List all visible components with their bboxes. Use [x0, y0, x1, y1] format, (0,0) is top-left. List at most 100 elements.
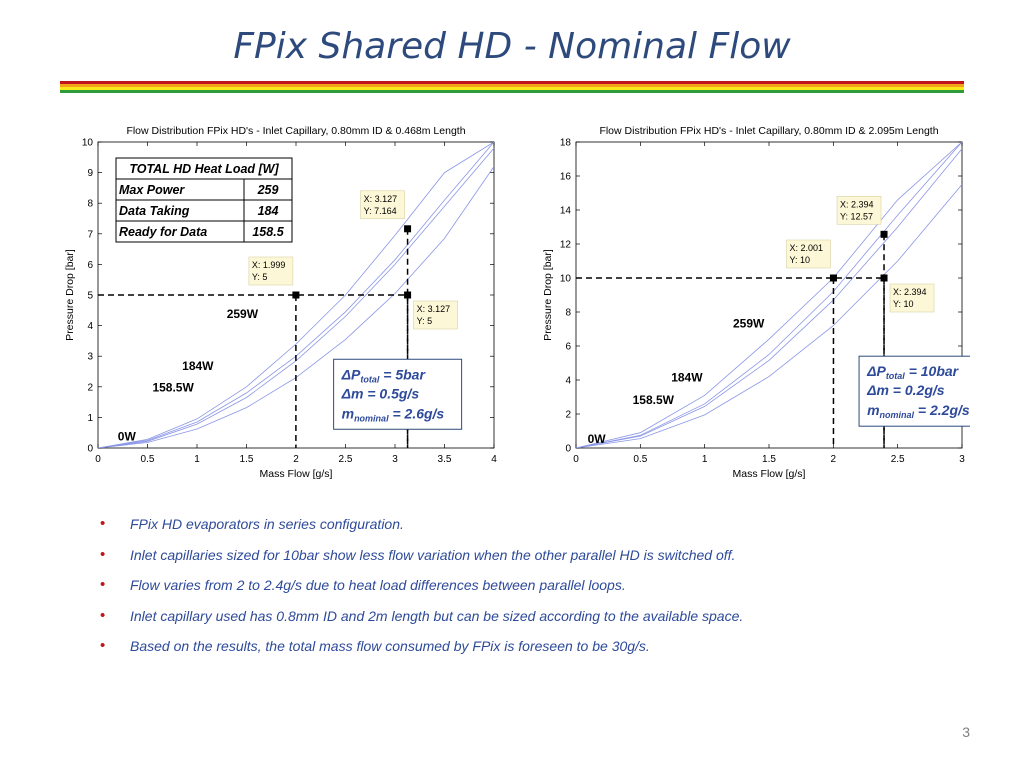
y-tick-label: 16 — [560, 172, 572, 183]
y-tick-label: 3 — [87, 352, 93, 363]
bullet-dot: • — [100, 545, 106, 563]
annotation-box — [858, 355, 970, 427]
y-tick-label: 4 — [87, 321, 93, 332]
bullet-dot: • — [100, 637, 106, 654]
x-tick-label: 2 — [293, 454, 299, 465]
heat-load-table: TOTAL HD Heat Load [W] Max Power 259 Data T… — [115, 157, 293, 243]
data-tip-box — [836, 196, 882, 225]
bullet-item: • Inlet capillaries sized for 10bar show … — [96, 545, 956, 578]
annotation-dm: Δm = 0.5g/s — [341, 385, 420, 401]
annotation-dp-symbol: ΔP — [341, 366, 361, 382]
x-tick-label: 2 — [831, 454, 837, 465]
x-tick-label: 3 — [392, 454, 398, 465]
y-tick-label: 6 — [87, 260, 93, 271]
data-tip-box — [413, 300, 458, 330]
annotation-dp-sub: total — [360, 374, 379, 384]
data-point-marker — [292, 291, 300, 299]
chart-right-2095m: Flow Distribution FPix HD's - Inlet Capi… — [542, 125, 970, 480]
bullet-dot: • — [100, 606, 106, 624]
series-label: 259W — [733, 316, 765, 330]
bullet-text: Inlet capillary used has 0.8mm ID and 2m… — [130, 607, 744, 624]
y-tick-label: 8 — [87, 199, 93, 210]
bullet-list: • FPix HD evaporators in series configura… — [96, 515, 956, 669]
stripe-yellow — [60, 87, 964, 90]
annotation-box — [333, 358, 463, 430]
data-tip-x: X: 3.127 — [417, 304, 451, 314]
y-tick-label: 0 — [87, 444, 93, 455]
y-tick-label: 4 — [565, 376, 571, 387]
annotation-dp-symbol: ΔP — [866, 363, 886, 379]
table-row-value: 259 — [257, 183, 279, 197]
table-row-label: Ready for Data — [119, 225, 207, 239]
annotation-m-sub: nominal — [354, 413, 389, 423]
x-tick-label: 3.5 — [438, 454, 452, 465]
data-tip-box — [889, 283, 935, 313]
bullet-text: Based on the results, the total mass flo… — [130, 638, 650, 654]
y-tick-label: 14 — [560, 206, 572, 217]
chart-title: Flow Distribution FPix HD's - Inlet Capi… — [126, 125, 465, 137]
data-tip-y: Y: 5 — [252, 272, 268, 282]
data-tip-x: X: 2.394 — [893, 287, 927, 297]
table-row-value: 184 — [258, 204, 279, 218]
data-tip-y: Y: 10 — [789, 255, 810, 265]
table-row-label: Max Power — [119, 183, 185, 197]
y-tick-label: 2 — [87, 382, 93, 393]
annotation-dp-value: = 10bar — [905, 363, 960, 379]
y-tick-label: 1 — [87, 413, 93, 424]
y-tick-label: 8 — [565, 308, 571, 319]
y-axis-label: Pressure Drop [bar] — [64, 249, 76, 341]
y-tick-label: 2 — [565, 410, 571, 421]
annotation-dp-value: = 5bar — [379, 366, 426, 382]
x-tick-label: 3 — [959, 454, 965, 465]
data-tip-x: X: 2.394 — [840, 199, 874, 209]
y-tick-label: 7 — [87, 229, 93, 240]
x-tick-label: 2.5 — [339, 454, 353, 465]
y-tick-label: 6 — [565, 342, 571, 353]
x-tick-label: 0.5 — [141, 454, 155, 465]
bullet-text: Flow varies from 2 to 2.4g/s due to heat… — [130, 577, 626, 593]
data-tip-x: X: 1.999 — [252, 260, 286, 270]
annotation-dp: ΔPtotal = 10bar — [866, 363, 960, 381]
annotation-dp-sub: total — [886, 371, 905, 381]
series-label: 0W — [118, 429, 137, 443]
bullet-item: • Based on the results, the total mass fl… — [96, 637, 956, 669]
bullet-text: FPix HD evaporators in series configurat… — [130, 516, 404, 532]
annotation-mnom: mnominal = 2.2g/s — [867, 402, 970, 420]
x-tick-label: 2.5 — [891, 454, 905, 465]
series-label: 158.5W — [633, 393, 675, 407]
x-tick-label: 0.5 — [633, 454, 647, 465]
x-tick-label: 0 — [573, 454, 579, 465]
series-line-0W — [576, 142, 962, 448]
series-line-0W — [98, 142, 494, 448]
x-tick-label: 1.5 — [762, 454, 776, 465]
y-tick-label: 18 — [560, 138, 572, 149]
x-tick-label: 1 — [702, 454, 708, 465]
data-point-marker — [880, 274, 888, 282]
series-label: 184W — [182, 359, 214, 373]
series-label: 259W — [227, 307, 259, 321]
data-point-marker — [404, 291, 412, 299]
annotation-mnom: mnominal = 2.6g/s — [342, 405, 445, 423]
chart-title: Flow Distribution FPix HD's - Inlet Capi… — [599, 125, 938, 137]
series-label: 0W — [588, 432, 607, 446]
bullet-item: • Inlet capillary used has 0.8mm ID and 2… — [96, 606, 956, 639]
stripe-green — [60, 90, 964, 93]
x-tick-label: 0 — [95, 454, 101, 465]
table-header: TOTAL HD Heat Load [W] — [129, 162, 279, 176]
series-line-259W — [576, 184, 962, 448]
data-point-marker — [404, 225, 412, 233]
data-tip-x: X: 3.127 — [364, 194, 398, 204]
x-tick-label: 1 — [194, 454, 200, 465]
data-tip-y: Y: 12.57 — [840, 211, 873, 221]
annotation-m-symbol: m — [342, 405, 354, 421]
data-tip-box — [786, 239, 831, 269]
slide-title: FPix Shared HD - Nominal Flow — [233, 26, 791, 67]
series-label: 158.5W — [152, 380, 194, 394]
bullet-item: • Flow varies from 2 to 2.4g/s due to hea… — [96, 576, 956, 608]
stripe-red — [60, 81, 964, 84]
data-tip-y: Y: 7.164 — [364, 206, 397, 216]
table-row-label: Data Taking — [119, 204, 190, 218]
annotation-m-sub: nominal — [880, 410, 915, 420]
x-axis-label: Mass Flow [g/s] — [733, 468, 806, 480]
x-tick-label: 1.5 — [240, 454, 254, 465]
